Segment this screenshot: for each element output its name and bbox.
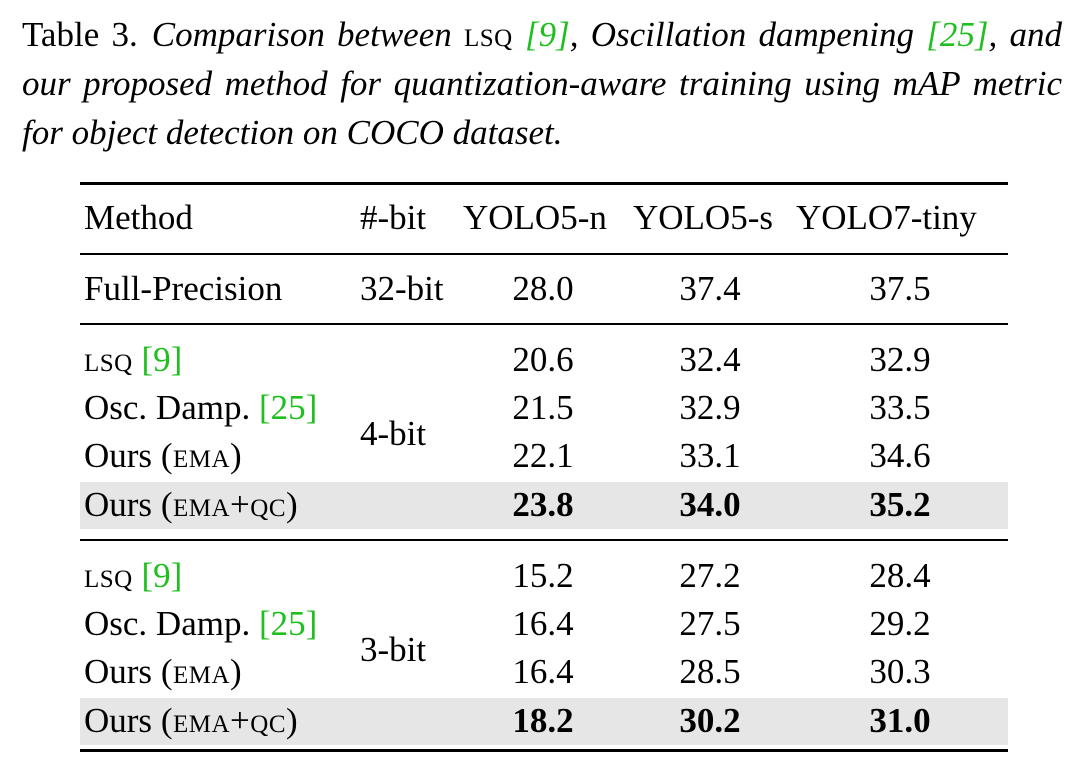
row-4bit-emaqc-method: Ours (EMA+QC) (84, 485, 299, 524)
row-3bit-ema-yolo5n: 16.4 (512, 652, 574, 691)
caption-cite-lsq[interactable]: [9] (524, 15, 570, 54)
fp-yolo5n: 28.0 (512, 269, 574, 308)
caption-text-pre: Comparison between (151, 15, 452, 54)
fp-rule (80, 323, 1008, 325)
row-4bit-emaqc-yolo5n: 23.8 (512, 485, 574, 524)
row-3bit-ema-method: Ours (EMA) (84, 652, 243, 691)
caption-body: Comparison between LSQ [9], Oscillation … (22, 15, 1062, 152)
caption-text-mid: , Oscillation dampening (569, 15, 915, 54)
caption-cite-osc[interactable]: [25] (926, 15, 989, 54)
header-rule (80, 253, 1008, 255)
row-3bit-emaqc-yolo7tiny: 31.0 (869, 701, 931, 740)
header-bit: #-bit (360, 198, 427, 237)
table-bottom-rule (80, 749, 1008, 752)
cite-link[interactable]: [9] (141, 556, 183, 595)
row-3bit-osc-yolo5n: 16.4 (512, 604, 574, 643)
table-caption: Table 3. Comparison between LSQ [9], Osci… (22, 10, 1062, 157)
row-4bit-lsq-yolo5n: 20.6 (512, 340, 574, 379)
row-4bit-osc-yolo5s: 32.9 (679, 388, 741, 427)
row-3bit-ema-yolo7tiny: 30.3 (869, 652, 931, 691)
highlight-row-3bit (80, 698, 1008, 745)
row-3bit-emaqc-method: Ours (EMA+QC) (84, 701, 299, 740)
highlight-row-4bit (80, 482, 1008, 529)
header-yolo5n: YOLO5-n (463, 198, 607, 237)
row-4bit-lsq-yolo7tiny: 32.9 (869, 340, 931, 379)
fp-yolo7tiny: 37.5 (869, 269, 931, 308)
group-4bit-rule (80, 539, 1008, 541)
cite-link[interactable]: [9] (141, 340, 183, 379)
table-top-rule (80, 182, 1008, 185)
header-yolo7tiny: YOLO7-tiny (796, 198, 977, 237)
row-3bit-lsq-yolo5s: 27.2 (679, 556, 741, 595)
fp-yolo5s: 37.4 (679, 269, 741, 308)
row-4bit-ema-yolo5n: 22.1 (512, 436, 574, 475)
caption-lsq: LSQ (463, 15, 513, 54)
row-4bit-osc-yolo5n: 21.5 (512, 388, 574, 427)
row-3bit-lsq-yolo7tiny: 28.4 (869, 556, 931, 595)
row-3bit-lsq-yolo5n: 15.2 (512, 556, 574, 595)
row-3bit-emaqc-yolo5n: 18.2 (512, 701, 574, 740)
row-4bit-ema-yolo7tiny: 34.6 (869, 436, 931, 475)
cite-link[interactable]: [25] (258, 388, 318, 427)
row-4bit-lsq-yolo5s: 32.4 (679, 340, 741, 379)
row-4bit-osc-method: Osc. Damp. [25] (84, 388, 318, 427)
row-3bit-ema-yolo5s: 28.5 (679, 652, 741, 691)
fp-method: Full-Precision (84, 269, 283, 308)
row-4bit-osc-yolo7tiny: 33.5 (869, 388, 931, 427)
header-yolo5s: YOLO5-s (633, 198, 773, 237)
cite-link[interactable]: [25] (258, 604, 318, 643)
header-method: Method (84, 198, 193, 237)
fp-bit: 32-bit (360, 269, 444, 308)
group-3bit-label: 3-bit (360, 630, 427, 669)
row-4bit-ema-yolo5s: 33.1 (679, 436, 741, 475)
row-4bit-lsq-method: LSQ [9] (84, 340, 183, 379)
caption-label: Table 3. (22, 15, 138, 54)
group-4bit-label: 4-bit (360, 414, 427, 453)
row-4bit-emaqc-yolo5s: 34.0 (679, 485, 741, 524)
row-4bit-ema-method: Ours (EMA) (84, 436, 243, 475)
row-3bit-osc-yolo7tiny: 29.2 (869, 604, 931, 643)
row-3bit-osc-yolo5s: 27.5 (679, 604, 741, 643)
row-4bit-emaqc-yolo7tiny: 35.2 (869, 485, 931, 524)
row-3bit-emaqc-yolo5s: 30.2 (679, 701, 741, 740)
row-3bit-lsq-method: LSQ [9] (84, 556, 183, 595)
caption-text-post: , and our proposed method for quantizati… (22, 15, 1063, 152)
row-3bit-osc-method: Osc. Damp. [25] (84, 604, 318, 643)
